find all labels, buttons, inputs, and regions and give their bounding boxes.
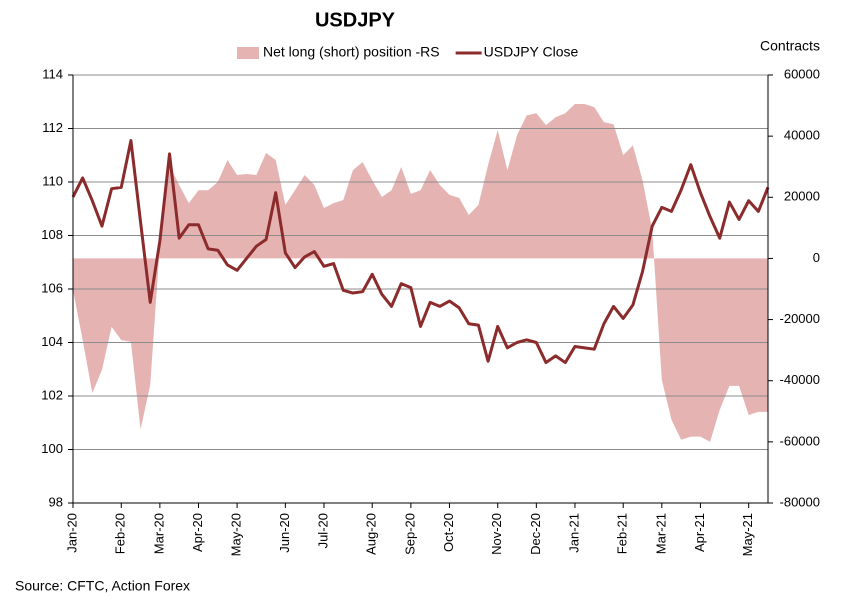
y2-tick-label: -20000 xyxy=(780,311,820,326)
y-tick-label: 110 xyxy=(42,173,63,188)
x-tick-label: Feb-21 xyxy=(615,513,630,554)
x-tick-label: Jan-21 xyxy=(566,513,581,553)
y2-tick-label: 60000 xyxy=(784,66,820,81)
x-tick-label: Apr-20 xyxy=(190,513,205,552)
y-tick-label: 112 xyxy=(42,120,63,135)
y-tick-label: 100 xyxy=(41,441,63,456)
legend-label: Net long (short) position -RS xyxy=(263,44,440,60)
y2-tick-label: -80000 xyxy=(780,494,820,509)
legend-label: USDJPY Close xyxy=(484,44,579,60)
y2-tick-label: -60000 xyxy=(780,433,820,448)
x-tick-label: Jun-20 xyxy=(277,513,292,553)
x-tick-label: Nov-20 xyxy=(489,513,504,555)
x-tick-label: May-20 xyxy=(229,513,244,556)
y-tick-label: 102 xyxy=(41,387,63,402)
x-tick-label: Feb-20 xyxy=(113,513,128,554)
y-tick-label: 114 xyxy=(42,66,63,81)
legend-swatch xyxy=(237,47,259,59)
chart-title: USDJPY xyxy=(315,9,396,31)
x-tick-label: Aug-20 xyxy=(364,513,379,555)
x-tick-label: Mar-20 xyxy=(151,513,166,554)
y2-tick-label: 40000 xyxy=(784,128,820,143)
y2-tick-label: 20000 xyxy=(784,189,820,204)
line xyxy=(71,139,770,365)
area xyxy=(73,104,768,442)
x-tick-label: May-21 xyxy=(740,513,755,556)
source-note: Source: CFTC, Action Forex xyxy=(15,578,190,594)
y2-tick-label: 0 xyxy=(813,250,820,265)
x-tick-label: Apr-21 xyxy=(692,513,707,552)
x-tick-label: Dec-20 xyxy=(528,513,543,555)
y-tick-label: 104 xyxy=(41,334,63,349)
y-tick-label: 98 xyxy=(49,494,63,509)
x-tick-label: Sep-20 xyxy=(402,513,417,555)
x-tick-label: Jan-20 xyxy=(64,513,79,553)
y-tick-label: 108 xyxy=(41,227,63,242)
y2-tick-label: -40000 xyxy=(780,372,820,387)
y2-axis-label: Contracts xyxy=(760,38,820,54)
y-tick-label: 106 xyxy=(41,280,63,295)
x-tick-label: Jul-20 xyxy=(315,513,330,548)
x-tick-label: Mar-21 xyxy=(653,513,668,554)
x-tick-label: Oct-20 xyxy=(441,513,456,552)
